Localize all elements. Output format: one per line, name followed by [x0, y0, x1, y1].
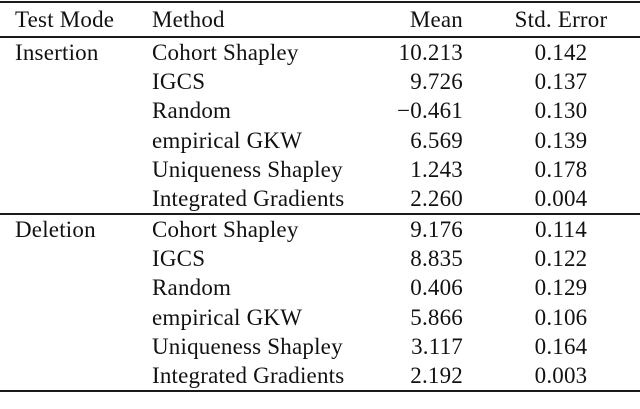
section-insertion: Insertion Cohort Shapley 10.213 0.142 IG…: [0, 37, 640, 214]
mean-cell: 9.726: [410, 68, 463, 94]
test-mode-cell: [0, 96, 152, 126]
table-row: Uniqueness Shapley 1.243 0.178: [0, 155, 640, 185]
test-mode-cell: [0, 126, 152, 156]
mean-cell: 10.213: [398, 39, 463, 65]
test-mode-cell: Insertion: [15, 39, 99, 65]
test-mode-cell: [0, 185, 152, 215]
test-mode-cell: [0, 67, 152, 97]
mean-cell: 6.569: [410, 127, 463, 153]
table-row: IGCS 9.726 0.137: [0, 67, 640, 97]
method-cell: Integrated Gradients: [152, 186, 345, 212]
method-cell: empirical GKW: [152, 304, 303, 330]
method-cell: IGCS: [152, 245, 206, 271]
test-mode-cell: [0, 273, 152, 303]
std-error-cell: 0.164: [534, 334, 588, 360]
table-row: Random −0.461 0.130: [0, 96, 640, 126]
mean-cell: 2.260: [410, 186, 463, 212]
method-cell: Integrated Gradients: [152, 363, 345, 389]
method-cell: empirical GKW: [152, 127, 303, 153]
method-cell: Uniqueness Shapley: [152, 334, 343, 360]
table-row: Integrated Gradients 2.192 0.003: [0, 362, 640, 392]
std-error-cell: 0.142: [534, 39, 588, 65]
method-cell: Cohort Shapley: [152, 39, 299, 65]
test-mode-cell: [0, 155, 152, 185]
mean-cell: −0.461: [397, 98, 463, 124]
table-row: empirical GKW 5.866 0.106: [0, 303, 640, 333]
table-row: Random 0.406 0.129: [0, 273, 640, 303]
col-header-mean: Mean: [409, 7, 463, 32]
mean-cell: 2.192: [410, 363, 463, 389]
std-error-cell: 0.130: [534, 98, 588, 124]
table-row: IGCS 8.835 0.122: [0, 244, 640, 274]
std-error-cell: 0.106: [534, 304, 588, 330]
table-row: empirical GKW 6.569 0.139: [0, 126, 640, 156]
method-cell: Uniqueness Shapley: [152, 157, 343, 183]
mean-cell: 5.866: [410, 304, 463, 330]
test-mode-cell: [0, 332, 152, 362]
results-table: Test Mode Method Mean Std. Error Inserti…: [0, 1, 640, 392]
mean-cell: 9.176: [410, 216, 463, 242]
std-error-cell: 0.114: [535, 216, 587, 242]
table-row: Integrated Gradients 2.260 0.004: [0, 185, 640, 215]
mean-cell: 3.117: [411, 334, 463, 360]
mean-cell: 1.243: [410, 157, 463, 183]
test-mode-cell: [0, 362, 152, 392]
table-row: Uniqueness Shapley 3.117 0.164: [0, 332, 640, 362]
header-row: Test Mode Method Mean Std. Error: [0, 2, 640, 37]
mean-cell: 0.406: [410, 275, 463, 301]
std-error-cell: 0.139: [534, 127, 588, 153]
method-cell: Cohort Shapley: [152, 216, 299, 242]
test-mode-cell: [0, 244, 152, 274]
method-cell: Random: [152, 275, 232, 301]
method-cell: Random: [152, 98, 232, 124]
table-row: Deletion Cohort Shapley 9.176 0.114: [0, 214, 640, 244]
section-deletion: Deletion Cohort Shapley 9.176 0.114 IGCS…: [0, 214, 640, 391]
method-cell: IGCS: [152, 68, 206, 94]
std-error-cell: 0.122: [534, 245, 588, 271]
table-header: Test Mode Method Mean Std. Error: [0, 2, 640, 37]
col-header-method: Method: [152, 7, 225, 32]
col-header-std-error: Std. Error: [514, 7, 608, 32]
test-mode-cell: [0, 303, 152, 333]
std-error-cell: 0.129: [534, 275, 588, 301]
test-mode-cell: Deletion: [15, 216, 96, 242]
std-error-cell: 0.178: [534, 157, 588, 183]
mean-cell: 8.835: [410, 245, 463, 271]
table-row: Insertion Cohort Shapley 10.213 0.142: [0, 37, 640, 67]
std-error-cell: 0.004: [534, 186, 588, 212]
col-header-test-mode: Test Mode: [15, 7, 115, 32]
std-error-cell: 0.003: [534, 363, 588, 389]
std-error-cell: 0.137: [534, 68, 588, 94]
